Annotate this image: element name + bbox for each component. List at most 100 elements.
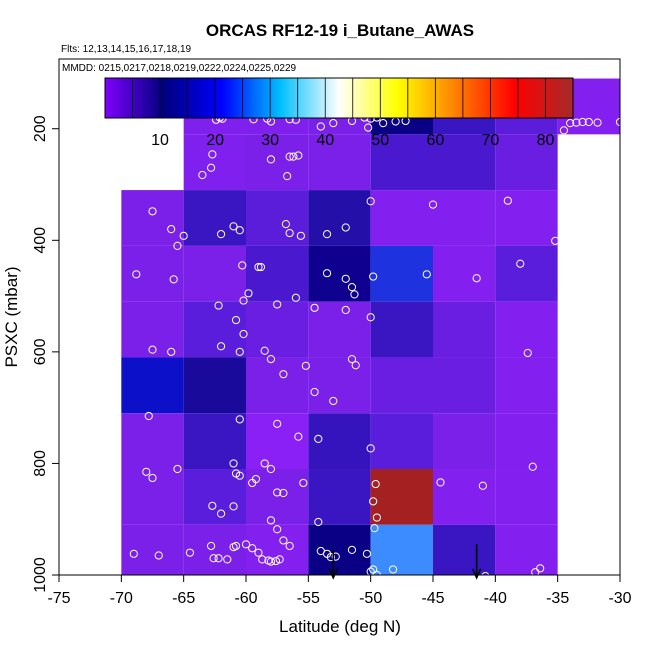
- heatmap-cell: [308, 190, 371, 246]
- sample-point: [179, 231, 188, 240]
- sample-point: [266, 355, 276, 364]
- sample-point: [260, 459, 269, 468]
- sample-point: [167, 347, 176, 356]
- sample-point: [273, 419, 282, 428]
- x-tick-label: -60: [234, 590, 257, 607]
- sample-point: [209, 554, 218, 563]
- sample-point: [271, 556, 281, 566]
- x-tick-label: -75: [47, 590, 70, 607]
- x-tick-label: -50: [359, 590, 382, 607]
- sample-point: [248, 478, 257, 488]
- sample-point: [206, 163, 216, 172]
- heatmap-cell: [433, 134, 496, 191]
- sample-point: [322, 269, 332, 278]
- heatmap-cell: [370, 357, 433, 414]
- heatmap-cell: [495, 524, 558, 575]
- sample-point: [214, 301, 223, 310]
- y-tick-label: 600: [32, 338, 49, 365]
- heatmap-cell: [308, 134, 371, 191]
- heatmap-cell: [308, 245, 371, 302]
- sample-point: [229, 459, 238, 468]
- sample-point: [235, 415, 244, 424]
- sample-point: [132, 270, 141, 279]
- sample-point: [266, 464, 276, 474]
- sample-point: [578, 117, 587, 127]
- heatmap-cell: [370, 245, 433, 302]
- colorbar-tick-label: 50: [371, 132, 389, 149]
- sample-point: [291, 293, 300, 302]
- heatmap-cell: [246, 245, 309, 302]
- sample-point: [260, 346, 269, 355]
- sample-point: [593, 118, 602, 127]
- sample-point: [310, 303, 319, 312]
- markers: [328, 544, 482, 580]
- sample-point: [148, 207, 157, 216]
- sample-point: [266, 557, 276, 566]
- sample-point: [185, 548, 194, 557]
- sample-point: [536, 564, 545, 573]
- dates-subtitle: MMDD: 0215,0217,0218,0219,0222,0224,0225…: [62, 63, 297, 74]
- sample-point: [347, 355, 357, 364]
- heatmap-cell: [495, 190, 558, 246]
- sample-point: [299, 478, 308, 488]
- heatmap-cells: [121, 78, 620, 575]
- sample-point: [551, 236, 560, 245]
- sample-point: [266, 155, 276, 164]
- sample-point: [362, 549, 372, 558]
- heatmap-cell: [433, 524, 496, 575]
- sample-point: [584, 117, 593, 127]
- sample-point: [148, 345, 157, 354]
- heatmap-cell: [121, 190, 184, 246]
- sample-point: [294, 151, 303, 160]
- sample-point: [285, 541, 294, 551]
- sample-point: [154, 551, 163, 560]
- sample-point: [223, 555, 232, 564]
- sample-point: [481, 572, 490, 581]
- sample-point: [244, 289, 253, 298]
- heatmap-cell: [308, 524, 371, 575]
- x-axis: -75 -70 -65 -60 -55 -50 -45 -40 -35 -30: [47, 575, 632, 607]
- sample-point: [279, 488, 288, 498]
- colorbar-tick-label: 60: [426, 132, 444, 149]
- sample-point: [372, 513, 381, 522]
- sample-point: [239, 329, 248, 339]
- sample-point: [235, 347, 244, 356]
- sample-point: [216, 342, 226, 351]
- heatmap-cell: [183, 245, 246, 302]
- heatmap-cell: [121, 413, 184, 470]
- sample-point: [366, 197, 375, 206]
- heatmap-cell: [308, 413, 371, 470]
- x-tick-label: -65: [172, 590, 195, 607]
- sample-point: [326, 553, 335, 562]
- sample-point: [572, 118, 581, 127]
- sample-point: [301, 361, 310, 370]
- heatmap-cell: [495, 245, 558, 302]
- sample-point: [273, 525, 282, 534]
- sample-point: [329, 396, 338, 406]
- sample-point: [231, 315, 241, 325]
- heatmap-cell: [495, 134, 558, 191]
- sample-point: [371, 479, 380, 489]
- colorbar-tick-label: 10: [151, 132, 169, 149]
- x-tick-label: -45: [421, 590, 444, 607]
- sample-point: [273, 300, 282, 309]
- sample-point: [523, 348, 532, 358]
- colorbar-tick-label: 80: [537, 132, 555, 149]
- sample-point: [167, 225, 176, 234]
- sample-point: [366, 313, 375, 322]
- sample-point: [208, 150, 217, 159]
- marker-arrow-head: [328, 568, 338, 580]
- colorbar-tick-label: 40: [316, 132, 334, 149]
- sample-point: [478, 481, 487, 490]
- heatmap-cell: [183, 469, 246, 525]
- sample-point: [229, 502, 238, 511]
- heatmap-cell: [246, 413, 309, 470]
- sample-point: [231, 541, 241, 551]
- sample-point: [279, 536, 288, 545]
- sample-point: [144, 411, 153, 421]
- sample-point: [173, 241, 182, 250]
- heatmap-cell: [246, 469, 309, 525]
- chart-title: ORCAS RF12-19 i_Butane_AWAS: [206, 21, 474, 40]
- sample-point: [239, 296, 248, 305]
